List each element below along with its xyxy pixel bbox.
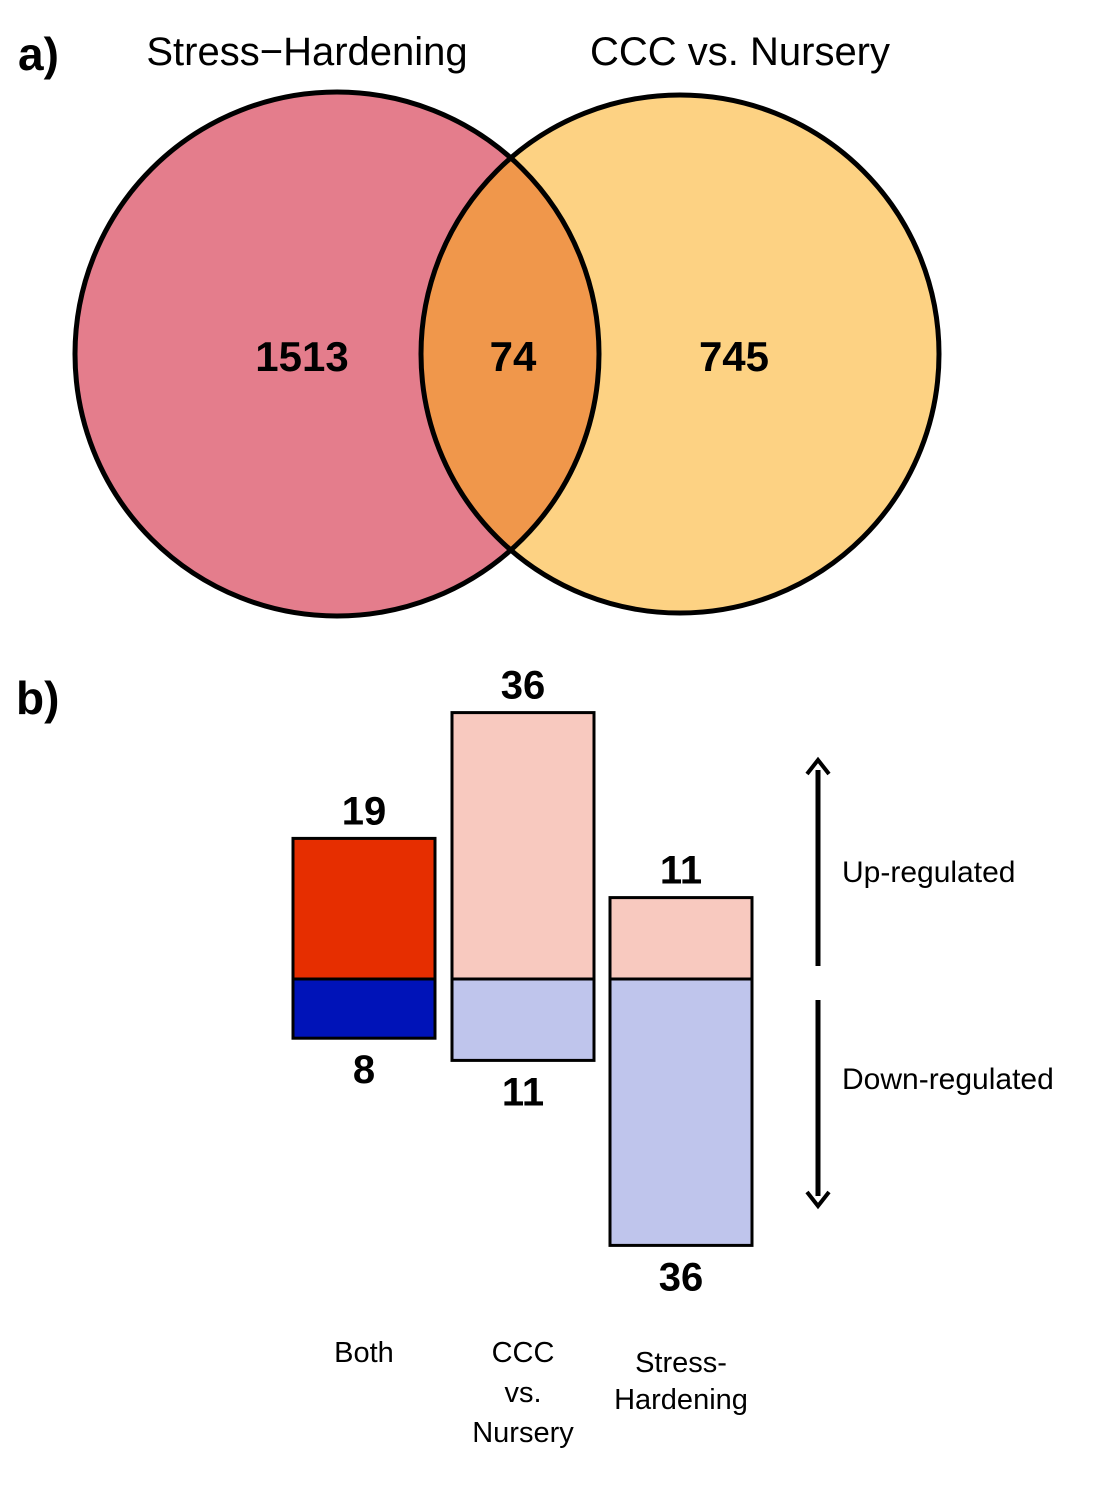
venn-outline-stress-hardening bbox=[72, 89, 602, 619]
up-down-bar-chart: 19 8 Both 36 11 CCC vs. Nursery 11 36 Stress- Harde… bbox=[291, 664, 754, 1449]
venn-diagram: Stress−Hardening CCC vs. Nursery 1513 74… bbox=[72, 30, 942, 619]
panel-b-label: b) bbox=[16, 672, 59, 724]
up-regulated-label: Up-regulated bbox=[842, 856, 1015, 889]
category-label-stress-hardening-line-1: Stress- bbox=[635, 1347, 727, 1379]
venn-set-title-ccc-vs-nursery: CCC vs. Nursery bbox=[590, 30, 890, 74]
venn-outline-ccc-vs-nursery bbox=[418, 92, 942, 616]
bar-down-both bbox=[291, 977, 437, 1040]
down-regulated-label: Down-regulated bbox=[842, 1063, 1054, 1096]
category-label-ccc-vs-nursery-line-3: Nursery bbox=[472, 1417, 574, 1449]
bar-down-value-ccc-vs-nursery: 11 bbox=[502, 1070, 544, 1114]
bar-up-stress-hardening bbox=[608, 896, 754, 981]
bar-down-ccc-vs-nursery bbox=[450, 977, 596, 1062]
bar-down-value-stress-hardening: 36 bbox=[659, 1255, 704, 1299]
venn-count-stress-hardening-only: 1513 bbox=[255, 333, 348, 380]
venn-intersection bbox=[421, 95, 599, 613]
venn-count-ccc-vs-nursery-only: 745 bbox=[699, 333, 769, 380]
venn-count-intersection: 74 bbox=[490, 333, 537, 380]
bar-up-ccc-vs-nursery bbox=[450, 711, 596, 981]
category-label-ccc-vs-nursery-line-2: vs. bbox=[504, 1377, 541, 1409]
direction-indicator: Up-regulated Down-regulated bbox=[805, 756, 1054, 1210]
category-label-both-line-1: Both bbox=[334, 1337, 394, 1369]
up-arrow-icon bbox=[805, 756, 831, 776]
bar-up-value-both: 19 bbox=[342, 789, 387, 833]
bar-down-stress-hardening bbox=[608, 977, 754, 1247]
panel-a-label: a) bbox=[18, 28, 59, 80]
category-label-stress-hardening-line-2: Hardening bbox=[614, 1384, 748, 1416]
bar-up-both bbox=[291, 836, 437, 981]
bar-up-value-stress-hardening: 11 bbox=[660, 849, 702, 893]
venn-set-title-stress-hardening: Stress−Hardening bbox=[146, 30, 467, 74]
down-arrow-icon bbox=[805, 1190, 831, 1210]
category-label-ccc-vs-nursery-line-1: CCC bbox=[492, 1337, 555, 1369]
bar-up-value-ccc-vs-nursery: 36 bbox=[501, 664, 546, 708]
bar-down-value-both: 8 bbox=[353, 1048, 375, 1092]
